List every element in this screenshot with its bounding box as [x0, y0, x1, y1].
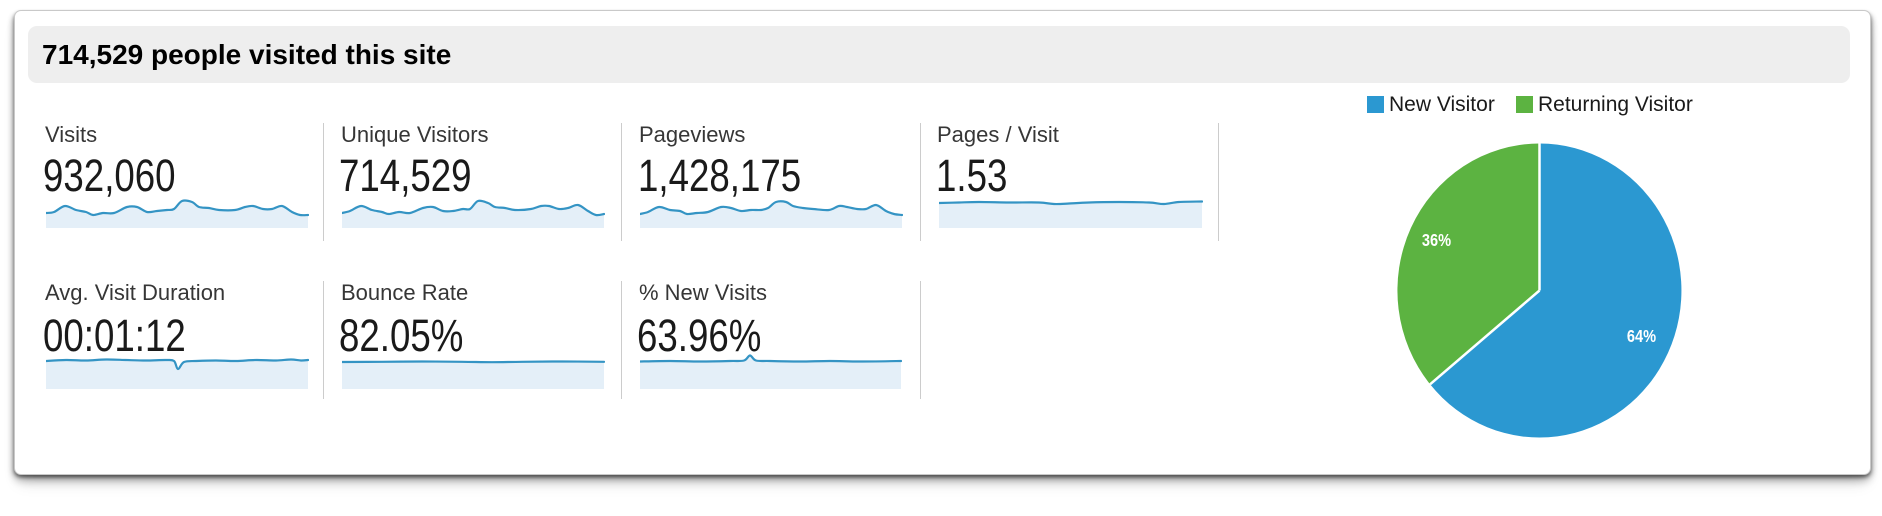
svg-text:64%: 64% [1627, 327, 1657, 347]
svg-text:36%: 36% [1422, 231, 1452, 251]
